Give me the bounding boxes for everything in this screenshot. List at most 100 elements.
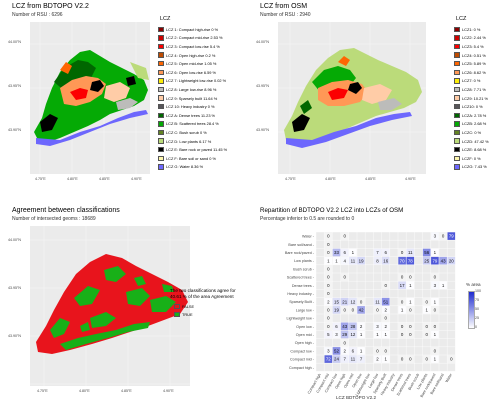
y-tick-label: Lightweight low -: [287, 317, 315, 321]
heatmap-value-label: 2: [384, 324, 387, 329]
legend-item: LCZ9: 10.21 %: [454, 95, 488, 102]
legend-swatch: [454, 103, 460, 110]
legend-swatch: [454, 155, 460, 162]
heatmap-value-label: 0: [409, 308, 412, 313]
legend-item: LCZ 7: Lightweight low-rise 0.02 %: [158, 78, 226, 85]
heatmap-cell: [332, 248, 341, 257]
heatmap-value-label: 1: [401, 308, 404, 313]
heatmap-value-label: 0: [409, 357, 412, 362]
legend-label: LCZC: 0 %: [462, 129, 482, 135]
legend-swatch: [158, 52, 164, 58]
legend-swatch: [158, 112, 164, 119]
heatmap-value-label: 12: [350, 332, 355, 337]
heatmap-cell: [349, 322, 357, 331]
heatmap-cell: [406, 322, 415, 331]
heatmap-cell: [398, 281, 406, 290]
heatmap-value-label: 15: [334, 299, 339, 304]
legend-label: LCZ7: 0 %: [462, 78, 481, 84]
heatmap-cell: [447, 256, 456, 265]
legend-swatch: [158, 129, 164, 136]
heatmap-cell: [381, 347, 390, 355]
heatmap-value-label: 0: [327, 324, 330, 329]
legend-title: LCZ: [456, 16, 467, 22]
y-tick-label: Compact low -: [290, 349, 314, 353]
repartition-heatmap: Compact high - Compact mid - Compact low -…: [285, 231, 456, 398]
legend-label: LCZ B: Scattered trees 28.4 %: [166, 121, 219, 127]
lat-tick: 44.00°N: [256, 40, 270, 44]
heatmap-cell: [431, 273, 439, 281]
heatmap-value-label: 43: [342, 324, 347, 329]
heatmap-value-label: 0: [434, 275, 437, 280]
heatmap-cell: [349, 347, 357, 355]
legend-item: LCZ 1: Compact high-rise 0 %: [158, 26, 218, 33]
heatmap-value-label: 1: [434, 250, 437, 255]
heatmap-value-label: 0: [343, 308, 346, 313]
heatmap-cell: [381, 281, 390, 290]
heatmap-value-label: 28: [350, 324, 355, 329]
heatmap-cell: [431, 355, 439, 363]
heatmap-cell: [332, 355, 341, 363]
legend-item-false: FALSE: [174, 303, 194, 310]
legend-swatch: [158, 86, 164, 93]
heatmap-cell: [373, 347, 382, 355]
legend-label: LCZ 1: Compact high-rise 0 %: [166, 26, 219, 32]
heatmap-value-label: 78: [408, 258, 413, 263]
lon-tick: 4.80°E: [67, 177, 78, 181]
y-tick-label: Water -: [302, 235, 315, 239]
heatmap-cell: [324, 256, 333, 265]
heatmap-cell: [431, 306, 439, 314]
heatmap-value-label: 0: [409, 275, 412, 280]
heatmap-cell: [324, 240, 333, 249]
heatmap-value-label: 52: [334, 349, 339, 354]
heatmap-value-label: 2: [327, 299, 330, 304]
legend-label: LCZG: 7.43 %: [462, 164, 487, 170]
heatmap-cell: [357, 347, 365, 355]
legend-item: LCZ2: 2.44 %: [454, 35, 486, 42]
legend-swatch: [158, 26, 164, 33]
heatmap-value-label: 3: [376, 324, 379, 329]
heatmap-cell: [349, 256, 357, 265]
legend-label: LCZ 5: Open mid-rise 1.05 %: [166, 61, 217, 67]
legend-label: LCZ 8: Large low-rise 8.96 %: [166, 86, 217, 92]
heatmap-value-label: 2: [343, 349, 346, 354]
legend-label: LCZ2: 2.44 %: [462, 35, 486, 41]
legend-swatch: [454, 52, 460, 58]
y-tick-label: Open mid -: [296, 333, 315, 337]
heatmap-cell: [332, 297, 341, 306]
lat-tick: 43.95°N: [8, 286, 22, 290]
heatmap-value-label: 43: [441, 258, 446, 263]
heatmap-value-label: 16: [383, 258, 388, 263]
legend-item: LCZ 9: Sparsely built 11.64 %: [158, 95, 217, 102]
legend-item: LCZB: 2.68 %: [454, 121, 486, 128]
lon-tick: 4.85°E: [121, 389, 132, 393]
heatmap-cell: [431, 281, 439, 290]
heatmap-value-label: 7: [376, 250, 379, 255]
heatmap-cell: [381, 355, 390, 363]
x-tick-label: Open high: [334, 373, 346, 390]
lon-tick: 4.90°E: [163, 389, 174, 393]
heatmap-value-label: 0: [425, 324, 428, 329]
legend-label: LCZA: 2.78 %: [462, 112, 487, 118]
legend-item: LCZE: 8.68 %: [454, 146, 486, 153]
heatmap-value-label: 0: [450, 357, 453, 362]
legend-swatch: [158, 43, 164, 50]
heatmap-value-label: 1: [360, 349, 363, 354]
y-tick-label: Low plants -: [294, 259, 315, 263]
heatmap-cell: [406, 256, 415, 265]
agreement-line-1: The two classifications agree for: [170, 288, 236, 293]
heatmap-cell: [406, 355, 415, 363]
heatmap-cell: [332, 306, 341, 314]
heatmap-cell: [332, 322, 341, 331]
legend-item: LCZ G: Water 8.36 %: [158, 164, 203, 171]
heatmap-cell: [340, 297, 349, 306]
heatmap-value-label: 2: [376, 357, 379, 362]
heatmap-value-label: 0: [425, 299, 428, 304]
legend-label: LCZ5: 5.89 %: [462, 61, 486, 67]
heatmap-value-label: 2: [384, 308, 387, 313]
y-tick-label: Bush scrub -: [293, 267, 314, 271]
lon-tick: 4.80°E: [79, 389, 90, 393]
heatmap-value-label: 1: [434, 332, 437, 337]
heatmap-value-label: 0: [409, 332, 412, 337]
lat-tick: 44.00°N: [8, 238, 22, 242]
legend-item: LCZ 10: Heavy industry 0 %: [158, 103, 214, 110]
